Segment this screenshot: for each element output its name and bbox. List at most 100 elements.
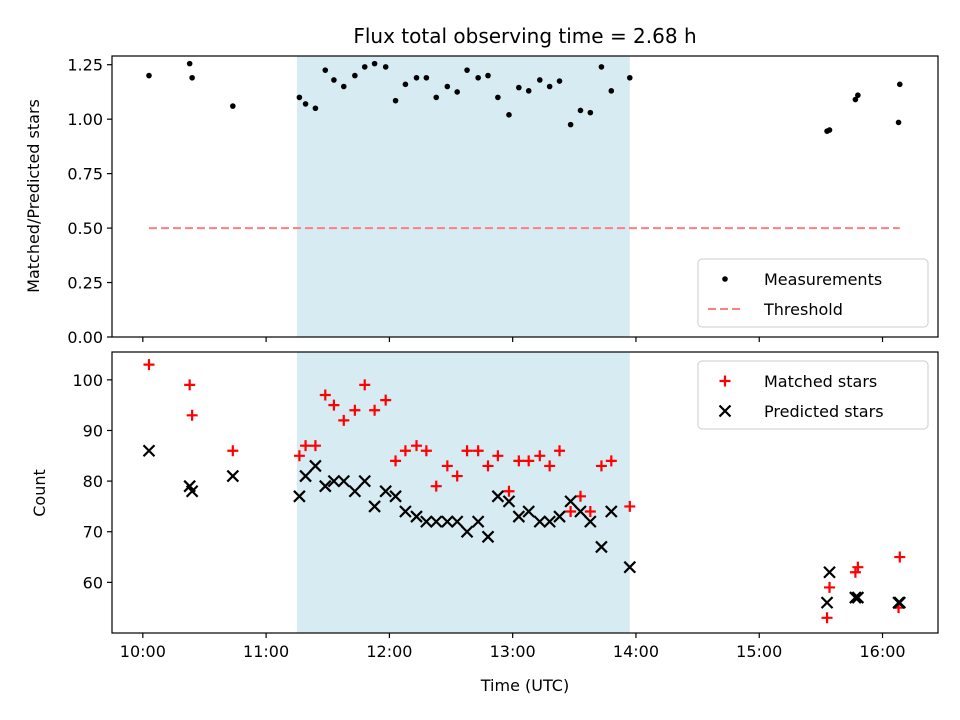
measurement-point bbox=[895, 119, 902, 126]
measurement-point bbox=[495, 94, 501, 101]
measurement-point bbox=[506, 112, 512, 118]
predicted-star-point bbox=[429, 515, 443, 528]
predicted-star-point bbox=[379, 484, 392, 498]
matched-star-point bbox=[369, 404, 381, 416]
x-tick-label: 10:00 bbox=[120, 642, 166, 661]
measurement-point bbox=[516, 84, 522, 91]
predicted-star-point bbox=[481, 530, 495, 544]
predicted-star-point bbox=[595, 540, 608, 554]
measurement-point bbox=[464, 67, 470, 73]
measurement-point bbox=[413, 74, 420, 81]
matched-star-point bbox=[523, 455, 535, 467]
measurement-point bbox=[475, 74, 481, 81]
legend-label: Predicted stars bbox=[764, 402, 884, 421]
predicted-star-point bbox=[337, 474, 351, 488]
series-measurements bbox=[146, 60, 903, 134]
matched-star-point bbox=[513, 455, 525, 467]
predicted-star-point bbox=[522, 505, 535, 518]
series-predicted-stars bbox=[142, 444, 907, 609]
plot-frame bbox=[111, 55, 939, 338]
measurement-point bbox=[312, 105, 319, 112]
measurement-point bbox=[382, 64, 389, 70]
matched-star-point bbox=[461, 445, 473, 457]
predicted-star-point bbox=[543, 515, 556, 528]
measurement-point bbox=[567, 121, 574, 128]
measurement-point bbox=[186, 60, 193, 67]
predicted-star-point bbox=[574, 505, 587, 518]
predicted-star-point bbox=[553, 510, 566, 523]
predicted-star-point bbox=[491, 490, 505, 503]
subplot-ratio: 0.00 0.25 0.50 0.75 1.00 1.25 Measurements Thre… bbox=[67, 55, 939, 347]
predicted-star-point bbox=[142, 444, 156, 458]
matched-star-point bbox=[605, 455, 617, 467]
matched-star-point bbox=[534, 450, 546, 462]
matched-star-point bbox=[300, 440, 312, 452]
legend-marker-predicted bbox=[718, 404, 732, 418]
legend-marker-matched bbox=[719, 375, 731, 387]
legend-box bbox=[697, 258, 929, 328]
matched-star-point bbox=[338, 414, 350, 426]
x-tick-label: 16:00 bbox=[859, 642, 905, 661]
matched-star-point bbox=[411, 440, 423, 452]
matched-star-point bbox=[380, 394, 392, 406]
predicted-star-point bbox=[849, 591, 862, 604]
measurement-point bbox=[444, 83, 451, 90]
predicted-star-point bbox=[823, 565, 836, 579]
measurement-point bbox=[826, 127, 833, 133]
y-tick-label: 60 bbox=[83, 573, 103, 592]
matched-star-point bbox=[186, 409, 198, 421]
legend-box bbox=[697, 360, 929, 430]
predicted-star-point bbox=[623, 560, 637, 574]
measurement-point bbox=[587, 109, 594, 116]
matched-star-point bbox=[430, 480, 442, 492]
x-tick-label: 12:00 bbox=[366, 642, 412, 661]
matched-star-point bbox=[584, 505, 596, 517]
measurement-point bbox=[546, 83, 553, 90]
measurement-point bbox=[855, 92, 861, 99]
matched-star-point bbox=[441, 460, 453, 472]
measurement-point bbox=[433, 94, 440, 101]
series-matched-stars bbox=[143, 359, 906, 624]
y-tick-label: 0.25 bbox=[67, 274, 103, 293]
matched-star-point bbox=[420, 445, 432, 457]
matched-star-point bbox=[565, 505, 577, 517]
y-tick-label: 0.75 bbox=[67, 165, 103, 184]
matched-star-point bbox=[894, 551, 906, 563]
predicted-star-point bbox=[319, 479, 332, 493]
legend-label: Threshold bbox=[763, 300, 843, 319]
x-tick-label: 13:00 bbox=[490, 642, 536, 661]
predicted-star-point bbox=[185, 484, 199, 498]
legend: Matched stars Predicted stars bbox=[697, 360, 929, 430]
matched-star-point bbox=[143, 359, 155, 371]
measurement-point bbox=[626, 74, 633, 81]
matched-star-point bbox=[624, 500, 636, 512]
matched-star-point bbox=[451, 470, 463, 482]
legend-marker-measurements bbox=[722, 276, 728, 282]
y-tick-label: 0.00 bbox=[67, 328, 103, 347]
y-axis-label-bottom: Count bbox=[30, 469, 49, 517]
matched-star-point bbox=[309, 440, 321, 452]
measurement-point bbox=[423, 74, 430, 81]
measurement-point bbox=[556, 78, 563, 84]
matched-star-point bbox=[503, 485, 515, 497]
matched-star-point bbox=[821, 612, 833, 624]
y-tick-label: 100 bbox=[72, 371, 103, 390]
matched-star-point bbox=[390, 455, 402, 467]
predicted-star-point bbox=[533, 515, 547, 528]
y-tick-label: 90 bbox=[83, 421, 103, 440]
measurement-point bbox=[525, 88, 532, 94]
x-tick-label: 11:00 bbox=[243, 642, 289, 661]
predicted-star-point bbox=[512, 510, 526, 523]
measurement-point bbox=[371, 60, 378, 67]
predicted-star-point bbox=[358, 474, 372, 488]
matched-star-point bbox=[319, 389, 331, 401]
y-tick-label: 0.50 bbox=[67, 219, 103, 238]
predicted-star-point bbox=[502, 495, 516, 508]
y-tick-label: 70 bbox=[83, 523, 103, 542]
matched-star-point bbox=[852, 561, 864, 573]
predicted-star-point bbox=[399, 505, 412, 518]
predicted-star-point bbox=[327, 474, 341, 488]
predicted-star-point bbox=[299, 469, 312, 483]
matched-star-point bbox=[328, 399, 340, 411]
measurement-point bbox=[608, 88, 615, 94]
